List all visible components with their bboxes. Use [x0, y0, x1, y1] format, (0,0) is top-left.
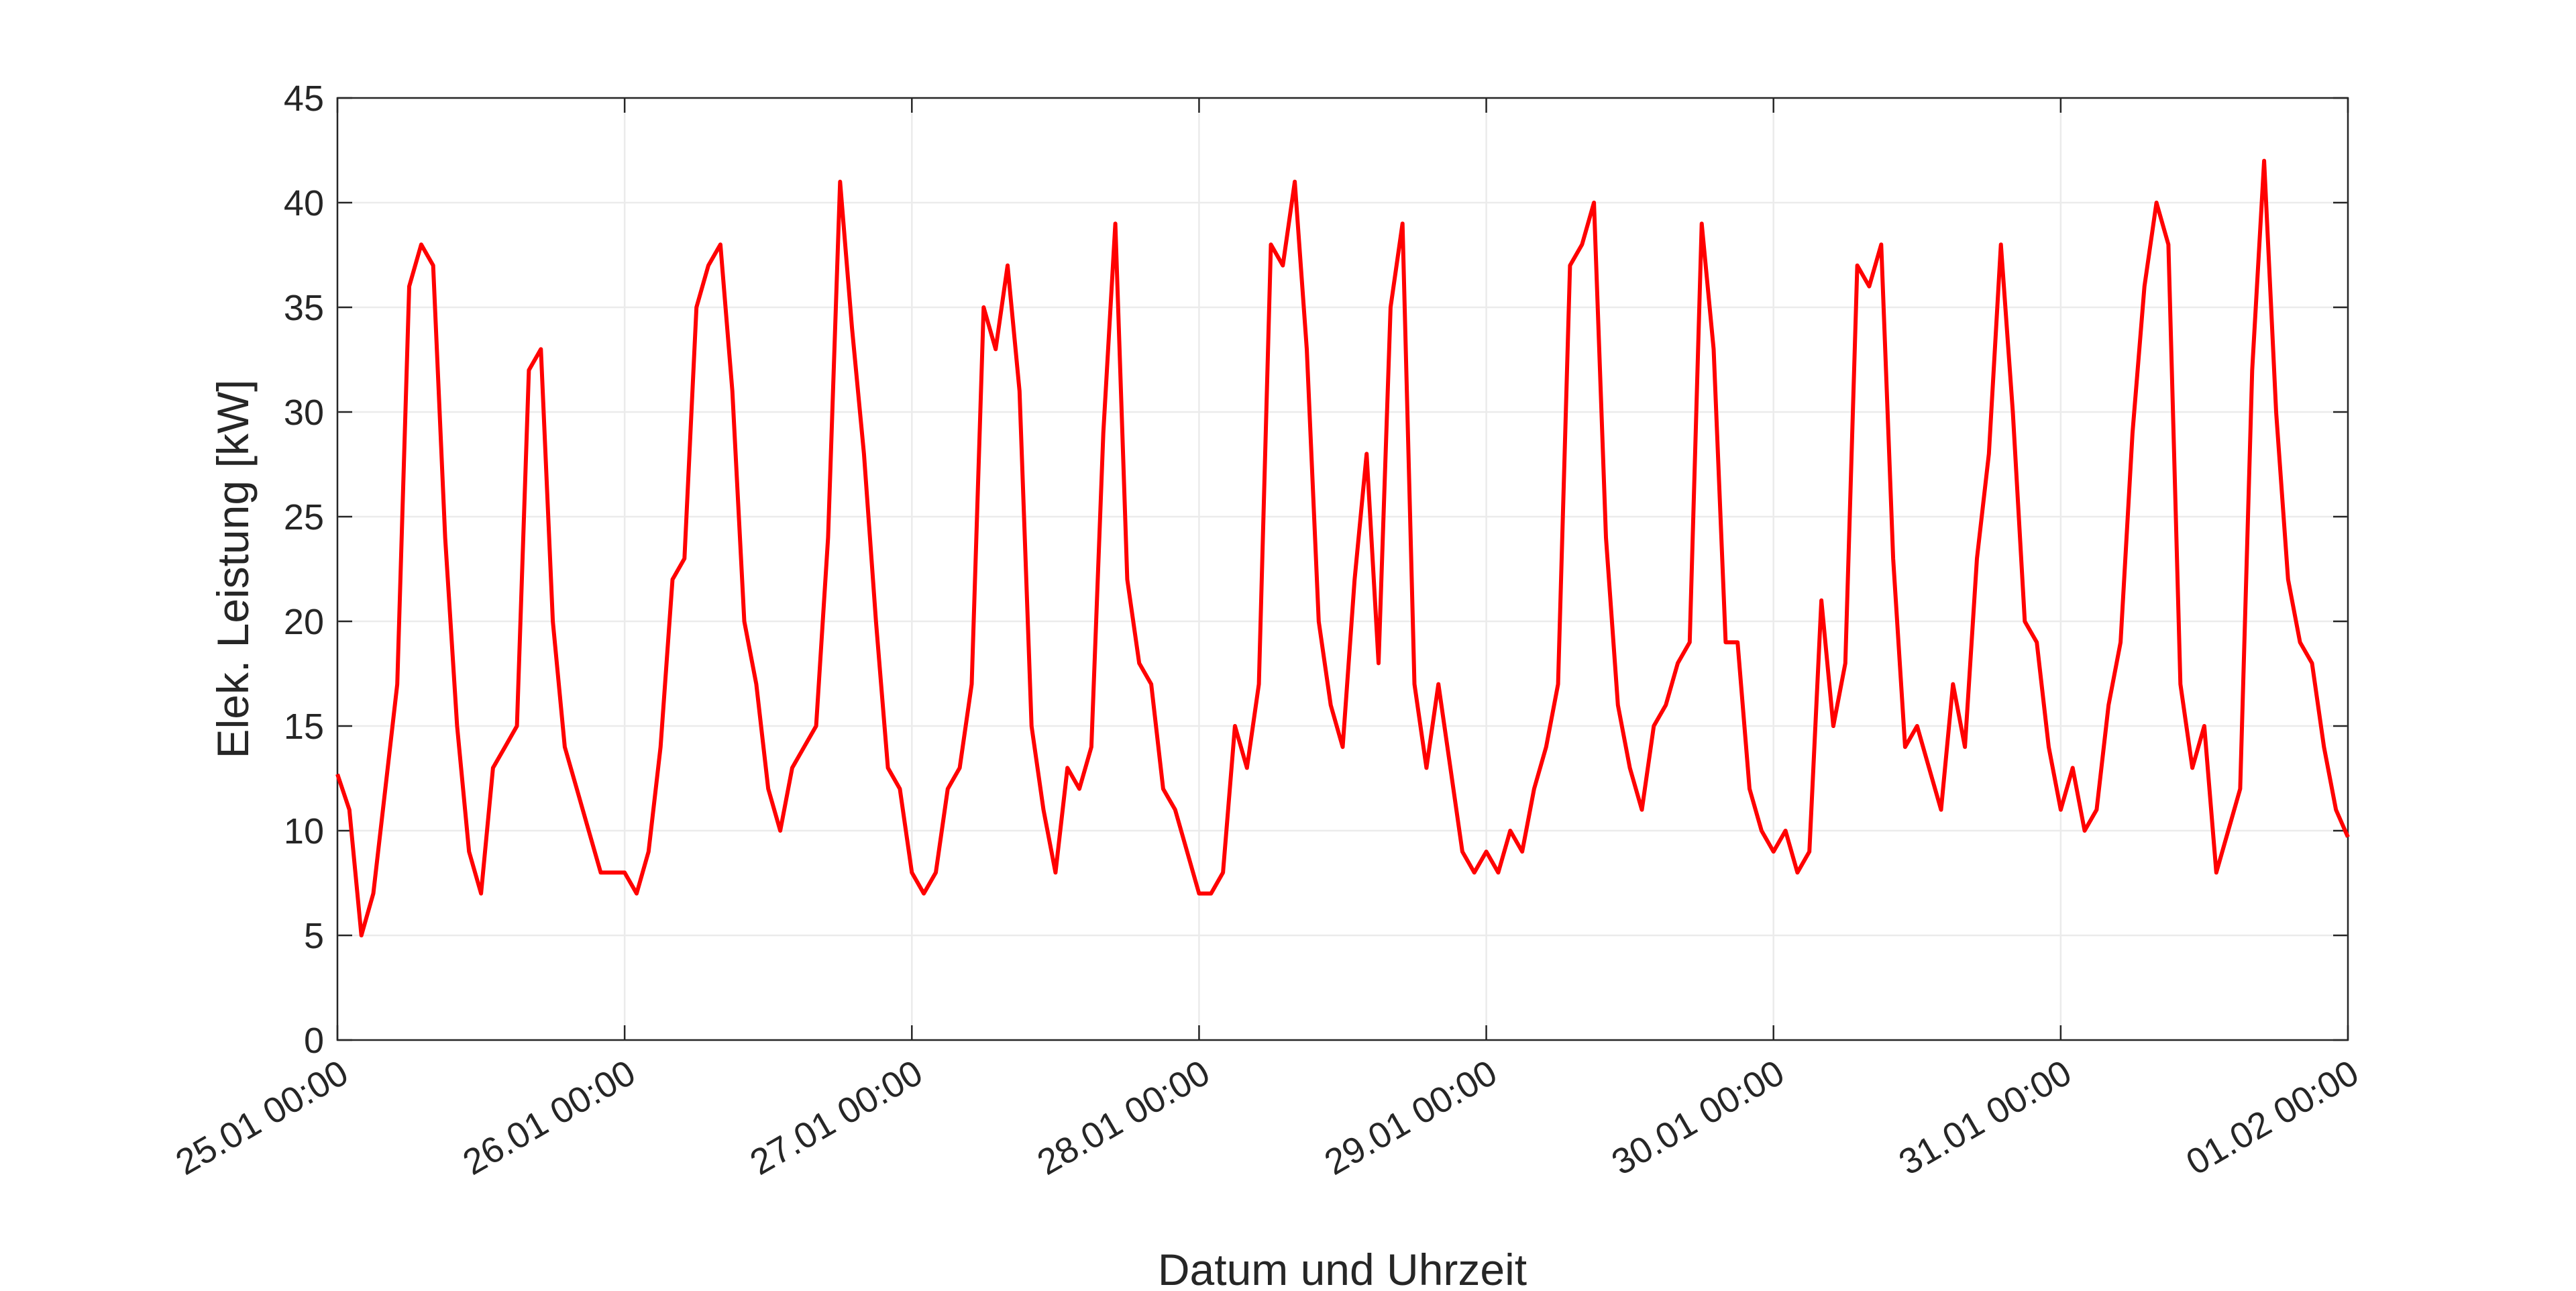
- x-tick-label: 27.01 00:00: [743, 1052, 929, 1183]
- y-tick-label: 0: [304, 1021, 324, 1061]
- x-tick-label: 29.01 00:00: [1318, 1052, 1504, 1183]
- y-tick-label: 30: [284, 393, 324, 433]
- y-tick-label: 25: [284, 497, 324, 537]
- plot-frame: [336, 97, 2349, 1041]
- x-tick-label: 31.01 00:00: [1892, 1052, 2078, 1183]
- x-tick-label: 01.02 00:00: [2180, 1052, 2365, 1183]
- y-tick-label: 20: [284, 602, 324, 642]
- y-tick-label: 10: [284, 811, 324, 851]
- y-tick-label: 40: [284, 183, 324, 223]
- y-tick-label: 5: [304, 916, 324, 956]
- x-tick-label: 30.01 00:00: [1605, 1052, 1791, 1183]
- x-tick-label: 26.01 00:00: [456, 1052, 642, 1183]
- y-tick-label: 45: [284, 79, 324, 119]
- x-tick-label: 28.01 00:00: [1030, 1052, 1216, 1183]
- y-axis-label: Elek. Leistung [kW]: [208, 380, 258, 759]
- x-tick-label: 25.01 00:00: [169, 1052, 355, 1183]
- y-tick-label: 15: [284, 707, 324, 747]
- y-tick-label: 35: [284, 288, 324, 328]
- x-axis-label: Datum und Uhrzeit: [1158, 1245, 1527, 1291]
- data-line: [335, 158, 2350, 937]
